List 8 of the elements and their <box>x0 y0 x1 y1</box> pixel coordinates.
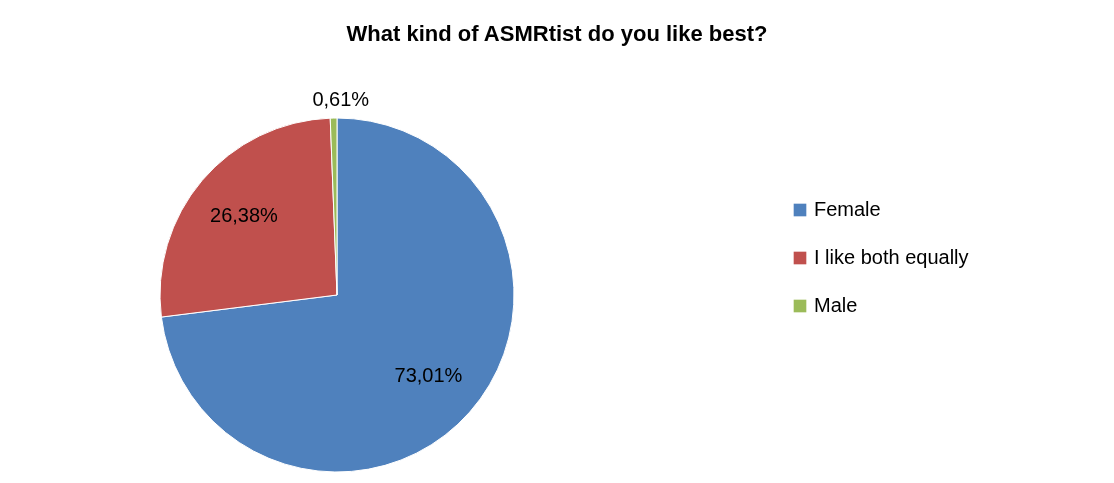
legend-label: I like both equally <box>814 246 969 268</box>
pie-slice <box>160 117 515 473</box>
data-label: 73,01% <box>394 363 463 386</box>
legend-label: Female <box>814 198 881 220</box>
data-label: 0,61% <box>312 88 370 111</box>
data-label: 26,38% <box>210 204 279 227</box>
chart-title: What kind of ASMRtist do you like best? <box>346 21 768 46</box>
legend-label: Male <box>814 294 858 316</box>
